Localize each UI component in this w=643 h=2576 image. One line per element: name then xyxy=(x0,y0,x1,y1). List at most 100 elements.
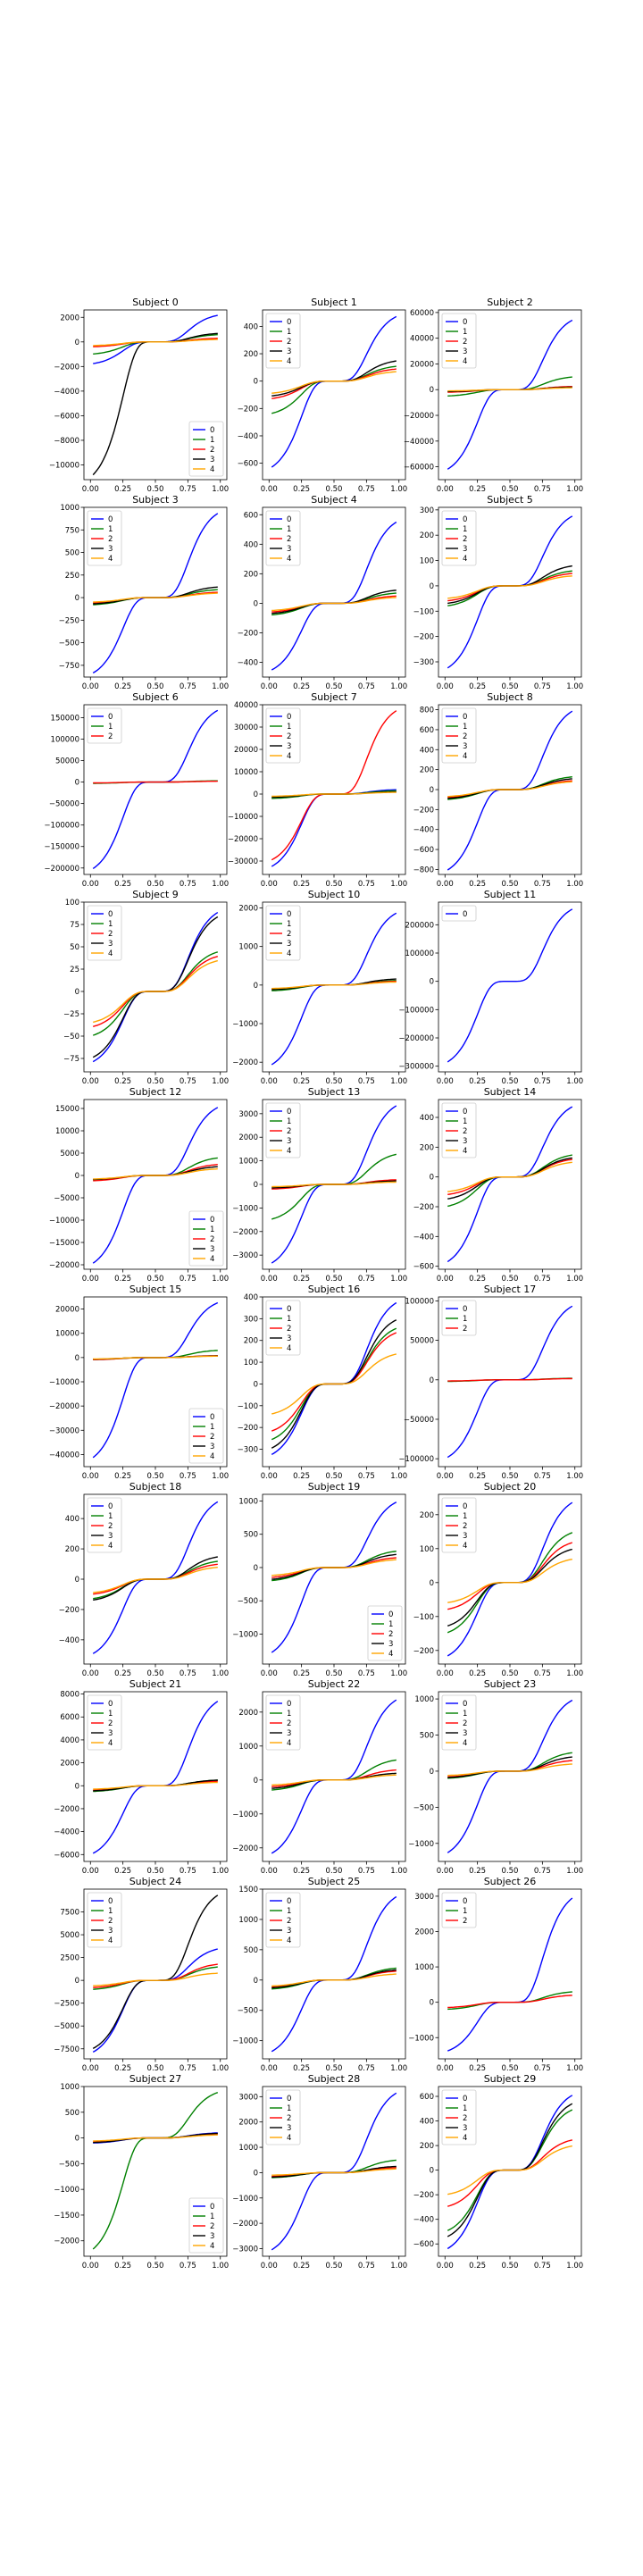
y-tick-label: 0 xyxy=(75,1576,79,1585)
axes-frame xyxy=(438,901,582,1073)
y-tick-label: −100 xyxy=(413,607,434,616)
subplot-2: Subject 2 0.00 0.25 0.50 0.75 1.00 60000 40000 2… xyxy=(404,297,583,494)
y-tick-label: 0 xyxy=(430,386,434,395)
subplot-title: Subject 15 xyxy=(129,1284,182,1295)
axes-frame xyxy=(83,1493,228,1665)
y-tick-label: −20000 xyxy=(228,835,258,844)
series-line-4 xyxy=(447,1161,572,1192)
subplot-title: Subject 11 xyxy=(484,889,537,900)
legend-label: 3 xyxy=(287,1334,291,1343)
subplot-10: Subject 10 0.00 0.25 0.50 0.75 1.00 2000 1000 0 −… xyxy=(232,889,407,1086)
x-tick-label: 0.75 xyxy=(358,880,375,889)
subplot-title: Subject 10 xyxy=(308,889,361,900)
legend-label: 4 xyxy=(463,752,467,761)
x-tick-label: 0.00 xyxy=(437,1472,454,1481)
y-tick-label: 300 xyxy=(244,1315,258,1324)
subplot-16: Subject 160.00 0.25 0.50 0.75 1.004003002001… xyxy=(238,1284,408,1481)
y-tick-label: −200 xyxy=(413,633,434,642)
y-tick-label: 200 xyxy=(244,1337,258,1346)
x-tick-label: 0.25 xyxy=(293,485,310,494)
y-tick-label: −200 xyxy=(413,1203,434,1212)
subplot-12: Subject 120.00 0.25 0.50 0.75 1.001500010000… xyxy=(49,1086,229,1284)
x-tick-label: 0.25 xyxy=(469,682,486,691)
legend: 012 xyxy=(441,1892,477,1928)
x-tick-label: 0.25 xyxy=(469,1077,486,1086)
y-tick-label: −5000 xyxy=(54,2022,79,2031)
subplot-title: Subject 3 xyxy=(132,494,179,506)
legend-label: 1 xyxy=(108,525,113,534)
legend-label: 0 xyxy=(287,2095,291,2103)
y-tick-label: 100 xyxy=(244,1359,258,1367)
y-tick-label: −6000 xyxy=(54,1851,79,1860)
y-tick-label: −7500 xyxy=(54,2045,79,2054)
x-tick-label: 0.50 xyxy=(502,880,519,889)
legend-box xyxy=(87,905,122,961)
x-tick-label: 0.50 xyxy=(502,1867,519,1876)
series-line-4 xyxy=(93,339,218,347)
x-tick-label: 0.50 xyxy=(147,1669,164,1678)
subplot-0: Subject 0 0.00 0.25 0.50 0.75 1.00 2000 0 −2000 −… xyxy=(49,297,229,494)
legend-label: 2 xyxy=(210,1235,214,1244)
subplot-title: Subject 6 xyxy=(132,691,179,703)
x-tick-label: 0.50 xyxy=(326,2262,343,2271)
y-tick-label: 0 xyxy=(75,1354,79,1363)
legend-label: 4 xyxy=(287,1936,291,1945)
x-tick-label: 0.75 xyxy=(358,1669,375,1678)
x-tick-label: 0.75 xyxy=(358,485,375,494)
legend-label: 4 xyxy=(463,357,467,366)
legend-label: 3 xyxy=(463,2124,467,2133)
legend-box xyxy=(265,707,301,764)
legend-label: 0 xyxy=(108,1502,113,1511)
subplot-title: Subject 9 xyxy=(132,889,179,900)
y-tick-label: 0 xyxy=(430,1999,434,2008)
y-tick-label: 50000 xyxy=(55,757,79,766)
y-tick-label: −10000 xyxy=(228,813,258,822)
x-tick-label: 0.00 xyxy=(437,1669,454,1678)
subplot-13: Subject 130.00 0.25 0.50 0.75 1.003000200010… xyxy=(232,1086,407,1284)
x-tick-label: 1.00 xyxy=(390,2262,407,2271)
x-tick-label: 0.75 xyxy=(534,2262,551,2271)
y-tick-label: 10000 xyxy=(234,768,258,777)
x-tick-label: 0.50 xyxy=(502,2262,519,2271)
x-tick-label: 1.00 xyxy=(566,1275,583,1284)
legend-label: 3 xyxy=(108,1729,113,1738)
subplot-1: Subject 1 0.00 0.25 0.50 0.75 1.00 400 200 0 −200… xyxy=(238,297,408,494)
x-tick-label: 0.75 xyxy=(534,1077,551,1086)
legend-label: 2 xyxy=(463,1522,467,1531)
subplot-title: Subject 27 xyxy=(129,2073,182,2085)
y-tick-label: 600 xyxy=(420,726,434,735)
x-tick-label: 1.00 xyxy=(390,1867,407,1876)
x-tick-label: 0.50 xyxy=(326,1669,343,1678)
series-line-4 xyxy=(93,1167,218,1180)
subplot-15: Subject 15 0.00 0.25 0.50 0.75 1.00 20000 10000… xyxy=(49,1284,229,1481)
legend-box xyxy=(441,1694,477,1751)
subplot-title: Subject 16 xyxy=(308,1284,361,1295)
x-tick-label: 0.25 xyxy=(114,1077,131,1086)
y-tick-label: −400 xyxy=(238,658,258,667)
legend-label: 3 xyxy=(287,2124,291,2133)
legend-label: 0 xyxy=(287,515,291,524)
x-tick-label: 0.50 xyxy=(326,1867,343,1876)
legend-label: 3 xyxy=(108,940,113,949)
legend-label: 4 xyxy=(463,1147,467,1156)
y-tick-label: 5000 xyxy=(60,1931,79,1940)
y-tick-label: −8000 xyxy=(54,437,79,446)
x-tick-label: 0.75 xyxy=(534,2064,551,2073)
x-tick-label: 0.50 xyxy=(502,1275,519,1284)
legend-box xyxy=(265,313,301,369)
subplot-title: Subject 1 xyxy=(311,297,357,308)
legend: 0 xyxy=(441,905,477,922)
y-tick-label: −2000 xyxy=(232,1844,258,1853)
legend-label: 4 xyxy=(108,1542,113,1551)
y-tick-label: 400 xyxy=(420,2118,434,2127)
y-tick-label: 200 xyxy=(420,531,434,540)
y-tick-label: 0 xyxy=(430,1579,434,1588)
legend-label: 1 xyxy=(287,723,291,732)
subplot-title: Subject 8 xyxy=(487,691,533,703)
series-line-4 xyxy=(93,1972,218,1986)
x-tick-label: 0.00 xyxy=(82,880,99,889)
y-tick-label: −500 xyxy=(413,1803,434,1812)
series-line-4 xyxy=(271,1973,397,1987)
y-tick-label: 200 xyxy=(65,1545,79,1554)
